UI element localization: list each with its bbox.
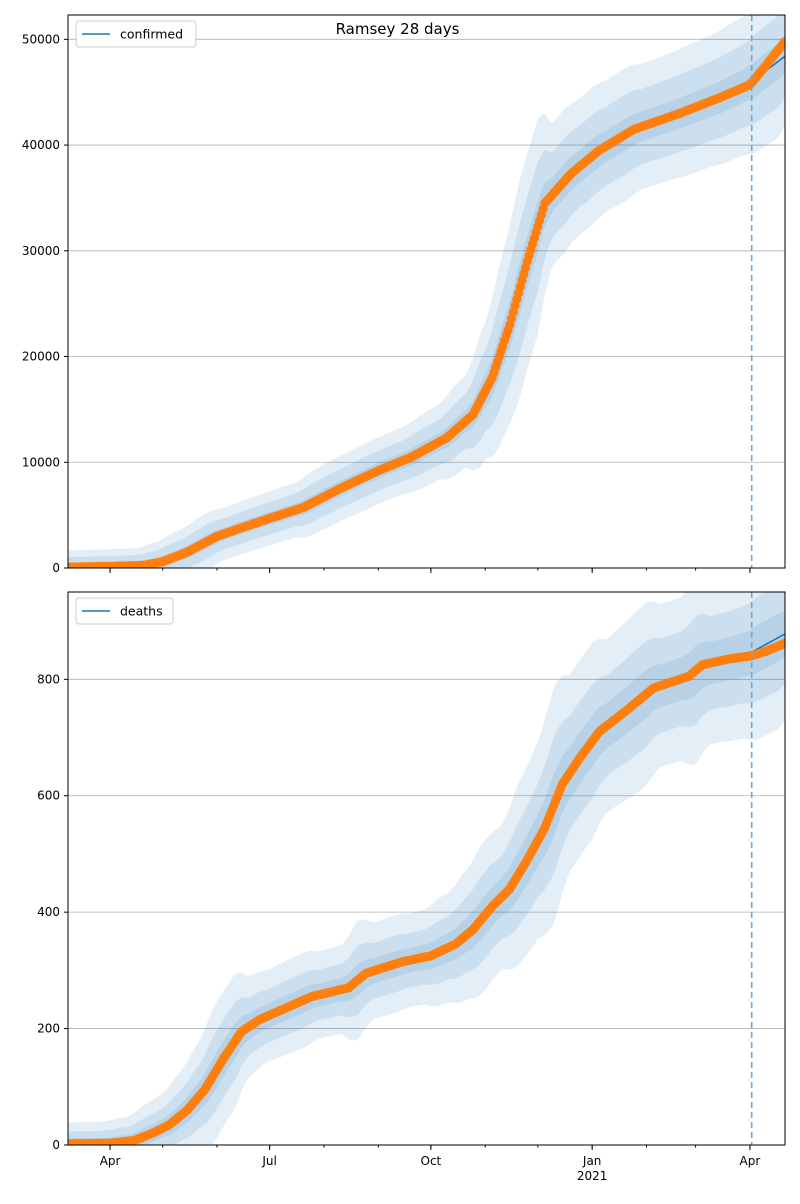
legend: confirmed (75, 20, 197, 48)
y-tick-label: 0 (52, 561, 60, 575)
y-tick-label: 20000 (22, 350, 60, 364)
uncertainty-band (68, 15, 785, 568)
plot-area (68, 15, 785, 568)
axes-frame (67, 14, 786, 569)
legend-box (75, 597, 174, 625)
y-tick-label: 200 (37, 1022, 60, 1036)
x-tick-label: Apr (100, 1154, 121, 1168)
uncertainty-band (68, 611, 785, 1145)
panel-confirmed: 0 10000 20000 30000 40000 50000 confirmed (22, 14, 786, 575)
x-tick-label: Jan (582, 1154, 602, 1168)
y-tick-label: 800 (37, 672, 60, 686)
legend: deaths (75, 597, 174, 625)
x-year-label: 2021 (577, 1169, 608, 1183)
x-tick-label: Oct (421, 1154, 442, 1168)
legend-label: deaths (120, 604, 163, 619)
legend-box (75, 20, 197, 48)
observed-point (780, 638, 785, 648)
panel-deaths: 0 200 400 600 800 Apr Jul Oct Jan Apr 2021 deaths (37, 591, 786, 1183)
axes-frame (67, 591, 786, 1146)
y-tick-label: 0 (52, 1138, 60, 1152)
plot-area (68, 592, 785, 1145)
y-tick-label: 10000 (22, 455, 60, 469)
observed-series (68, 36, 785, 568)
y-tick-label: 30000 (22, 244, 60, 258)
chart-title: Ramsey 28 days (335, 20, 460, 38)
observed-point (780, 36, 785, 47)
y-tick-label: 400 (37, 905, 60, 919)
y-tick-label: 50000 (22, 32, 60, 46)
x-tick-label: Jul (261, 1154, 276, 1168)
x-tick-label: Apr (740, 1154, 761, 1168)
observed-series (68, 638, 785, 1145)
uncertainty-band (68, 15, 785, 568)
y-tick-label: 40000 (22, 138, 60, 152)
legend-label: confirmed (120, 27, 183, 42)
uncertainty-band (68, 39, 785, 568)
y-tick-label: 600 (37, 789, 60, 803)
